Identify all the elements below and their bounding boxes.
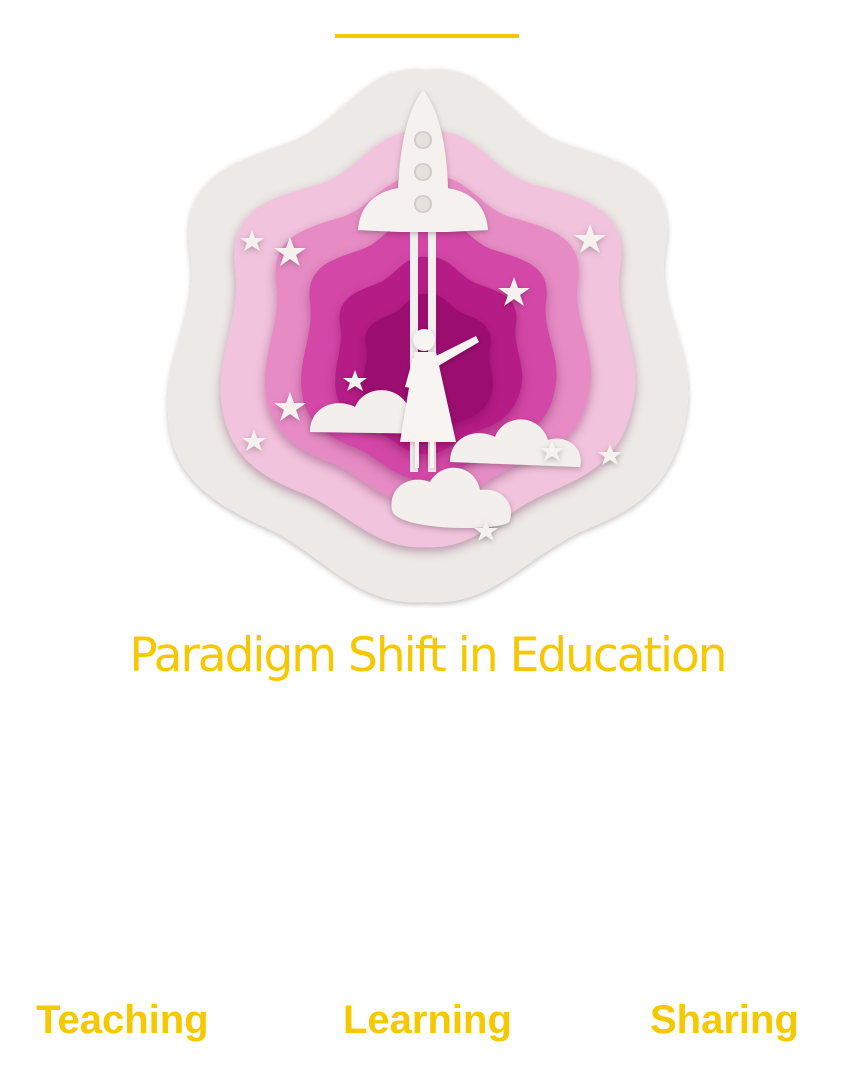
rocket-icon <box>358 90 488 232</box>
page-title: Paradigm Shift in Education <box>129 628 727 683</box>
star-icon <box>240 224 622 541</box>
top-accent-rule <box>335 34 519 38</box>
paper-cut-illustration <box>167 69 689 603</box>
girl-silhouette-icon <box>400 329 479 468</box>
rocket-trail <box>410 232 418 472</box>
pillar-sharing: Sharing <box>650 998 799 1042</box>
pillar-teaching: Teaching <box>36 998 209 1042</box>
pillar-learning: Learning <box>343 998 512 1042</box>
